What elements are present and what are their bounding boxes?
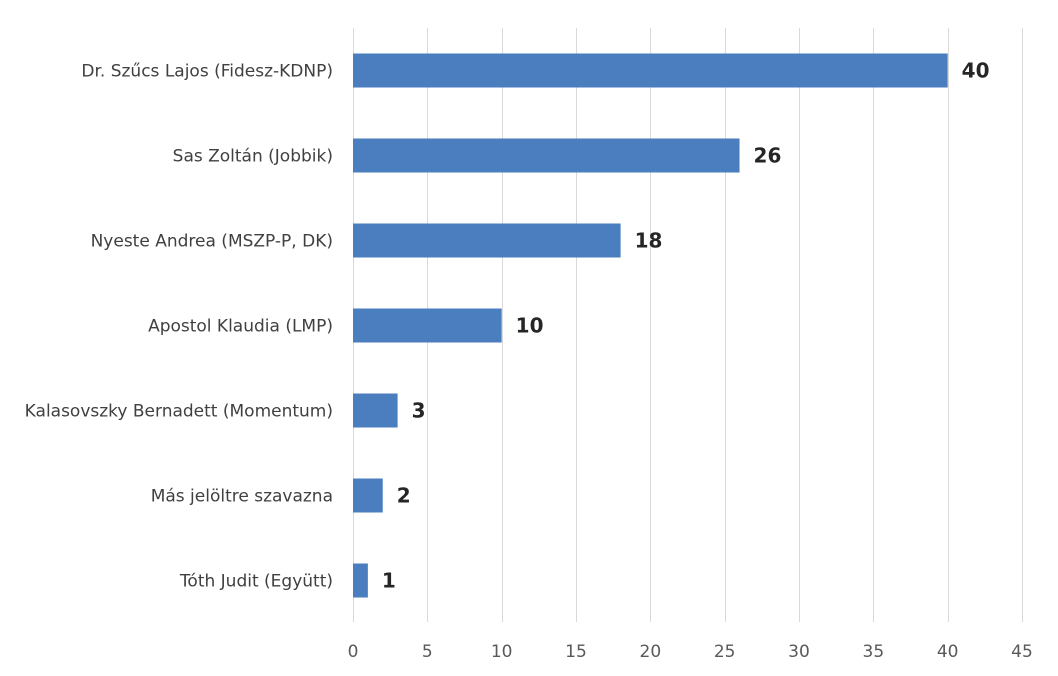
x-tick-label-30: 30 — [788, 642, 810, 662]
bar-4 — [353, 308, 502, 343]
category-label-6: Más jelöltre szavazna — [151, 487, 333, 507]
category-label-2: Sas Zoltán (Jobbik) — [173, 147, 333, 167]
data-label-4: 10 — [516, 314, 544, 338]
category-label-3: Nyeste Andrea (MSZP-P, DK) — [91, 232, 333, 252]
data-label-3: 18 — [635, 229, 663, 253]
data-label-7: 1 — [382, 569, 396, 593]
category-label-4: Apostol Klaudia (LMP) — [148, 317, 333, 337]
x-tick-label-40: 40 — [937, 642, 959, 662]
gridlines — [353, 28, 1023, 622]
x-axis-tick-labels: 0 5 10 15 20 25 30 35 40 45 — [348, 642, 1033, 662]
bar-6 — [353, 478, 383, 513]
data-label-6: 2 — [397, 484, 411, 508]
bar-3 — [353, 223, 621, 258]
x-tick-label-10: 10 — [491, 642, 513, 662]
data-label-1: 40 — [962, 59, 990, 83]
category-label-5: Kalasovszky Bernadett (Momentum) — [25, 402, 333, 422]
x-tick-label-35: 35 — [863, 642, 885, 662]
bars — [353, 53, 948, 598]
x-tick-label-20: 20 — [640, 642, 662, 662]
bar-1 — [353, 53, 948, 88]
data-label-2: 26 — [754, 144, 782, 168]
x-tick-label-0: 0 — [348, 642, 359, 662]
x-tick-label-25: 25 — [714, 642, 736, 662]
category-label-7: Tóth Judit (Együtt) — [179, 572, 333, 592]
x-tick-label-5: 5 — [422, 642, 433, 662]
x-tick-label-15: 15 — [565, 642, 587, 662]
data-label-5: 3 — [412, 399, 426, 423]
bar-7 — [353, 563, 368, 598]
category-label-1: Dr. Szűcs Lajos (Fidesz-KDNP) — [81, 62, 333, 82]
data-labels: 40 26 18 10 3 2 1 — [382, 59, 990, 593]
bar-2 — [353, 138, 740, 173]
category-labels: Dr. Szűcs Lajos (Fidesz-KDNP) Sas Zoltán … — [25, 62, 333, 592]
x-tick-label-45: 45 — [1011, 642, 1033, 662]
bar-5 — [353, 393, 398, 428]
